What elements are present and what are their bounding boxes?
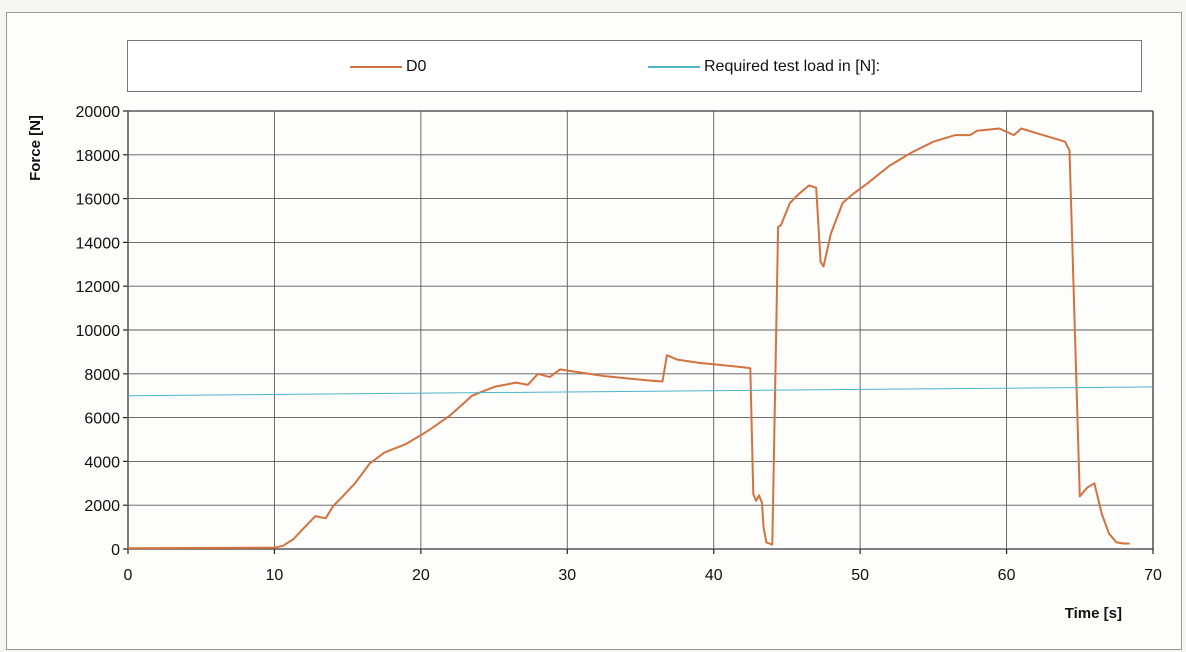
y-tick-label: 8000 [84, 367, 120, 384]
x-tick-label: 30 [558, 567, 576, 584]
x-axis-title: Time [s] [1065, 605, 1122, 622]
x-tick-label: 70 [1144, 567, 1162, 584]
legend-item-required: Required test load in [N]: [648, 57, 880, 77]
y-tick-label: 12000 [76, 279, 121, 296]
series-line-d0 [127, 127, 1130, 550]
x-tick-label: 20 [412, 567, 430, 584]
y-tick-label: 0 [111, 542, 120, 559]
y-tick-label: 14000 [76, 235, 121, 252]
legend-swatch-d0 [350, 66, 402, 68]
legend-label-d0: D0 [406, 58, 427, 75]
x-tick-label: 40 [705, 567, 723, 584]
y-tick-label: 4000 [84, 454, 120, 471]
x-tick-label: 60 [998, 567, 1016, 584]
y-tick-label: 10000 [76, 323, 121, 340]
y-tick-label: 6000 [84, 411, 120, 428]
legend: D0 Required test load in [N]: [127, 40, 1142, 92]
y-tick-label: 18000 [76, 148, 121, 165]
x-tick-labels: 0 10 20 30 40 50 60 70 [124, 567, 1162, 584]
legend-item-d0: D0 [350, 57, 426, 77]
x-tick-label: 50 [851, 567, 869, 584]
grid [123, 110, 1154, 554]
legend-swatch-required [648, 66, 700, 68]
x-tick-label: 0 [124, 567, 133, 584]
series-line-required-load [127, 386, 1154, 397]
y-tick-label: 16000 [76, 192, 121, 209]
y-axis-title: Force [N] [27, 115, 44, 181]
y-tick-label: 2000 [84, 498, 120, 515]
series-lines [127, 127, 1154, 550]
y-tick-labels: 0 2000 4000 6000 8000 10000 12000 14000 16000 180… [76, 104, 121, 559]
x-tick-label: 10 [266, 567, 284, 584]
y-tick-label: 20000 [76, 104, 121, 121]
chart-frame [6, 12, 1182, 650]
legend-label-required: Required test load in [N]: [704, 58, 881, 75]
